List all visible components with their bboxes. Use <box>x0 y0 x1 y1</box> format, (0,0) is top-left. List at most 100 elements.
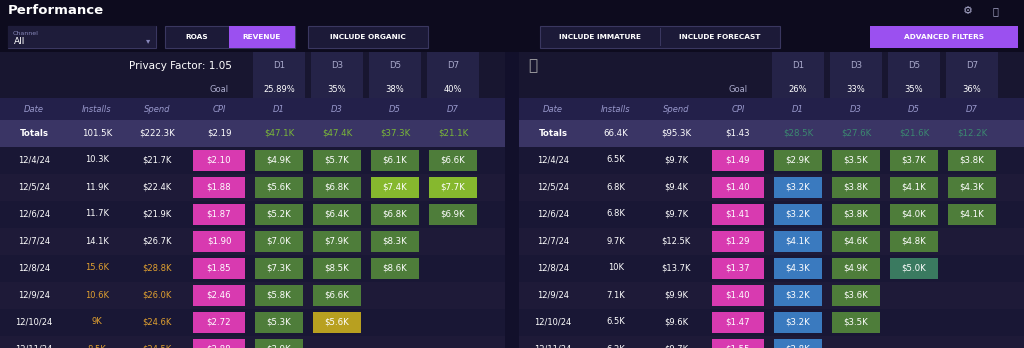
Bar <box>193 231 245 252</box>
Text: $26.0K: $26.0K <box>142 291 172 300</box>
Text: $1.41: $1.41 <box>726 209 751 219</box>
Bar <box>831 231 880 252</box>
Text: $3.2K: $3.2K <box>785 291 810 300</box>
Bar <box>193 339 245 348</box>
Bar <box>193 312 245 333</box>
Bar <box>830 52 882 80</box>
Text: 40%: 40% <box>443 85 462 94</box>
Text: $21.6K: $21.6K <box>899 128 929 137</box>
Bar <box>519 282 1024 309</box>
Bar <box>774 177 822 198</box>
Text: $47.4K: $47.4K <box>322 128 352 137</box>
Text: CPI: CPI <box>212 104 225 113</box>
Text: $21.1K: $21.1K <box>438 128 468 137</box>
Text: $8.6K: $8.6K <box>383 263 408 272</box>
Text: $21.9K: $21.9K <box>142 209 172 219</box>
Bar <box>313 231 361 252</box>
Text: Spend: Spend <box>663 104 689 113</box>
Text: $13.7K: $13.7K <box>662 263 691 272</box>
Text: $4.1K: $4.1K <box>785 237 810 245</box>
Bar <box>371 150 419 171</box>
Text: $7.9K: $7.9K <box>325 237 349 245</box>
Bar <box>948 177 996 198</box>
Text: 12/11/24: 12/11/24 <box>535 345 571 348</box>
Text: 12/10/24: 12/10/24 <box>15 317 52 326</box>
Bar <box>890 177 938 198</box>
Bar <box>371 258 419 279</box>
Text: $2.88: $2.88 <box>207 345 231 348</box>
Bar <box>255 339 303 348</box>
Text: 6.2K: 6.2K <box>606 345 626 348</box>
Text: 35%: 35% <box>328 85 346 94</box>
Text: $4.3K: $4.3K <box>959 182 984 191</box>
Text: 7.1K: 7.1K <box>606 291 626 300</box>
Text: $9.6K: $9.6K <box>664 317 688 326</box>
Text: 12/4/24: 12/4/24 <box>18 156 50 165</box>
Text: D3: D3 <box>331 62 343 71</box>
Bar <box>229 26 295 48</box>
Bar <box>712 231 764 252</box>
Text: $7.7K: $7.7K <box>440 182 465 191</box>
Text: 9.7K: 9.7K <box>606 237 626 245</box>
Text: D5: D5 <box>908 62 920 71</box>
Bar <box>774 231 822 252</box>
Text: All: All <box>14 37 26 46</box>
Text: D1: D1 <box>792 62 804 71</box>
Text: $2.19: $2.19 <box>207 128 231 137</box>
Bar <box>8 26 156 48</box>
Text: $8.5K: $8.5K <box>325 263 349 272</box>
Bar <box>255 150 303 171</box>
Bar <box>165 26 295 48</box>
Bar <box>888 52 940 80</box>
Text: $4.0K: $4.0K <box>901 209 927 219</box>
Bar <box>712 339 764 348</box>
Text: $5.6K: $5.6K <box>325 317 349 326</box>
Text: $24.5K: $24.5K <box>142 345 172 348</box>
Text: 🤖: 🤖 <box>528 58 538 73</box>
Bar <box>313 150 361 171</box>
Text: $6.8K: $6.8K <box>383 209 408 219</box>
Bar <box>519 201 1024 228</box>
Text: Privacy Factor: 1.05: Privacy Factor: 1.05 <box>129 61 231 71</box>
Text: D7: D7 <box>966 62 978 71</box>
Bar <box>774 312 822 333</box>
Bar <box>253 52 305 80</box>
Text: ROAS: ROAS <box>185 34 208 40</box>
Bar <box>774 285 822 306</box>
Text: $28.8K: $28.8K <box>142 263 172 272</box>
Text: ⭤: ⭤ <box>992 6 998 16</box>
Text: $3.5K: $3.5K <box>844 317 868 326</box>
Text: D5: D5 <box>389 104 401 113</box>
Bar <box>0 52 505 348</box>
Bar <box>540 26 780 48</box>
Bar <box>831 150 880 171</box>
Text: $4.1K: $4.1K <box>959 209 984 219</box>
Text: $1.29: $1.29 <box>726 237 751 245</box>
Text: 12/8/24: 12/8/24 <box>537 263 569 272</box>
Bar <box>429 177 477 198</box>
Bar <box>948 204 996 225</box>
Text: $5.3K: $5.3K <box>266 317 292 326</box>
Text: D5: D5 <box>908 104 920 113</box>
Text: $3.8K: $3.8K <box>844 182 868 191</box>
Text: Goal: Goal <box>728 85 748 94</box>
Text: 10.3K: 10.3K <box>85 156 109 165</box>
Bar <box>429 204 477 225</box>
Bar <box>712 258 764 279</box>
Text: 15.6K: 15.6K <box>85 263 109 272</box>
Text: ▾: ▾ <box>145 37 151 46</box>
Bar <box>255 312 303 333</box>
Text: $4.9K: $4.9K <box>844 263 868 272</box>
Text: $7.3K: $7.3K <box>266 263 292 272</box>
Text: 12/9/24: 12/9/24 <box>537 291 569 300</box>
Text: 11.7K: 11.7K <box>85 209 109 219</box>
Bar <box>890 150 938 171</box>
Text: $3.5K: $3.5K <box>844 156 868 165</box>
Bar <box>519 174 1024 201</box>
Text: $4.8K: $4.8K <box>901 237 927 245</box>
Text: $2.72: $2.72 <box>207 317 231 326</box>
Bar <box>831 204 880 225</box>
Bar <box>0 282 505 309</box>
Text: Totals: Totals <box>19 128 48 137</box>
Bar <box>519 228 1024 255</box>
